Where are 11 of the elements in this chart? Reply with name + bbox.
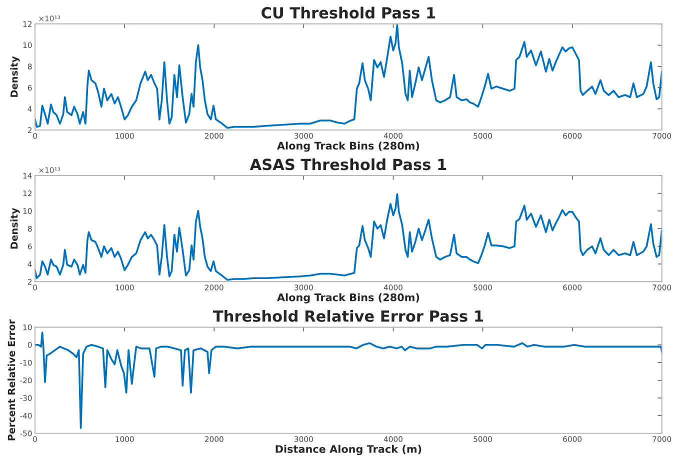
y-axis-title: Density xyxy=(10,208,20,249)
line-series xyxy=(35,24,662,129)
y-axis-title: Density xyxy=(10,56,20,97)
x-axis-title: Distance Along Track (m) xyxy=(276,444,422,456)
x-axis-title: Along Track Bins (280m) xyxy=(277,293,420,304)
y-axis-title: Percent Relative Error xyxy=(8,319,16,440)
chart-title: Threshold Relative Error Pass 1 xyxy=(212,310,483,322)
chart-title: CU Threshold Pass 1 xyxy=(262,6,436,19)
line-series xyxy=(35,332,662,429)
x-axis-title: Along Track Bins (280m) xyxy=(277,142,420,152)
chart-title: ASAS Threshold Pass 1 xyxy=(250,158,446,170)
